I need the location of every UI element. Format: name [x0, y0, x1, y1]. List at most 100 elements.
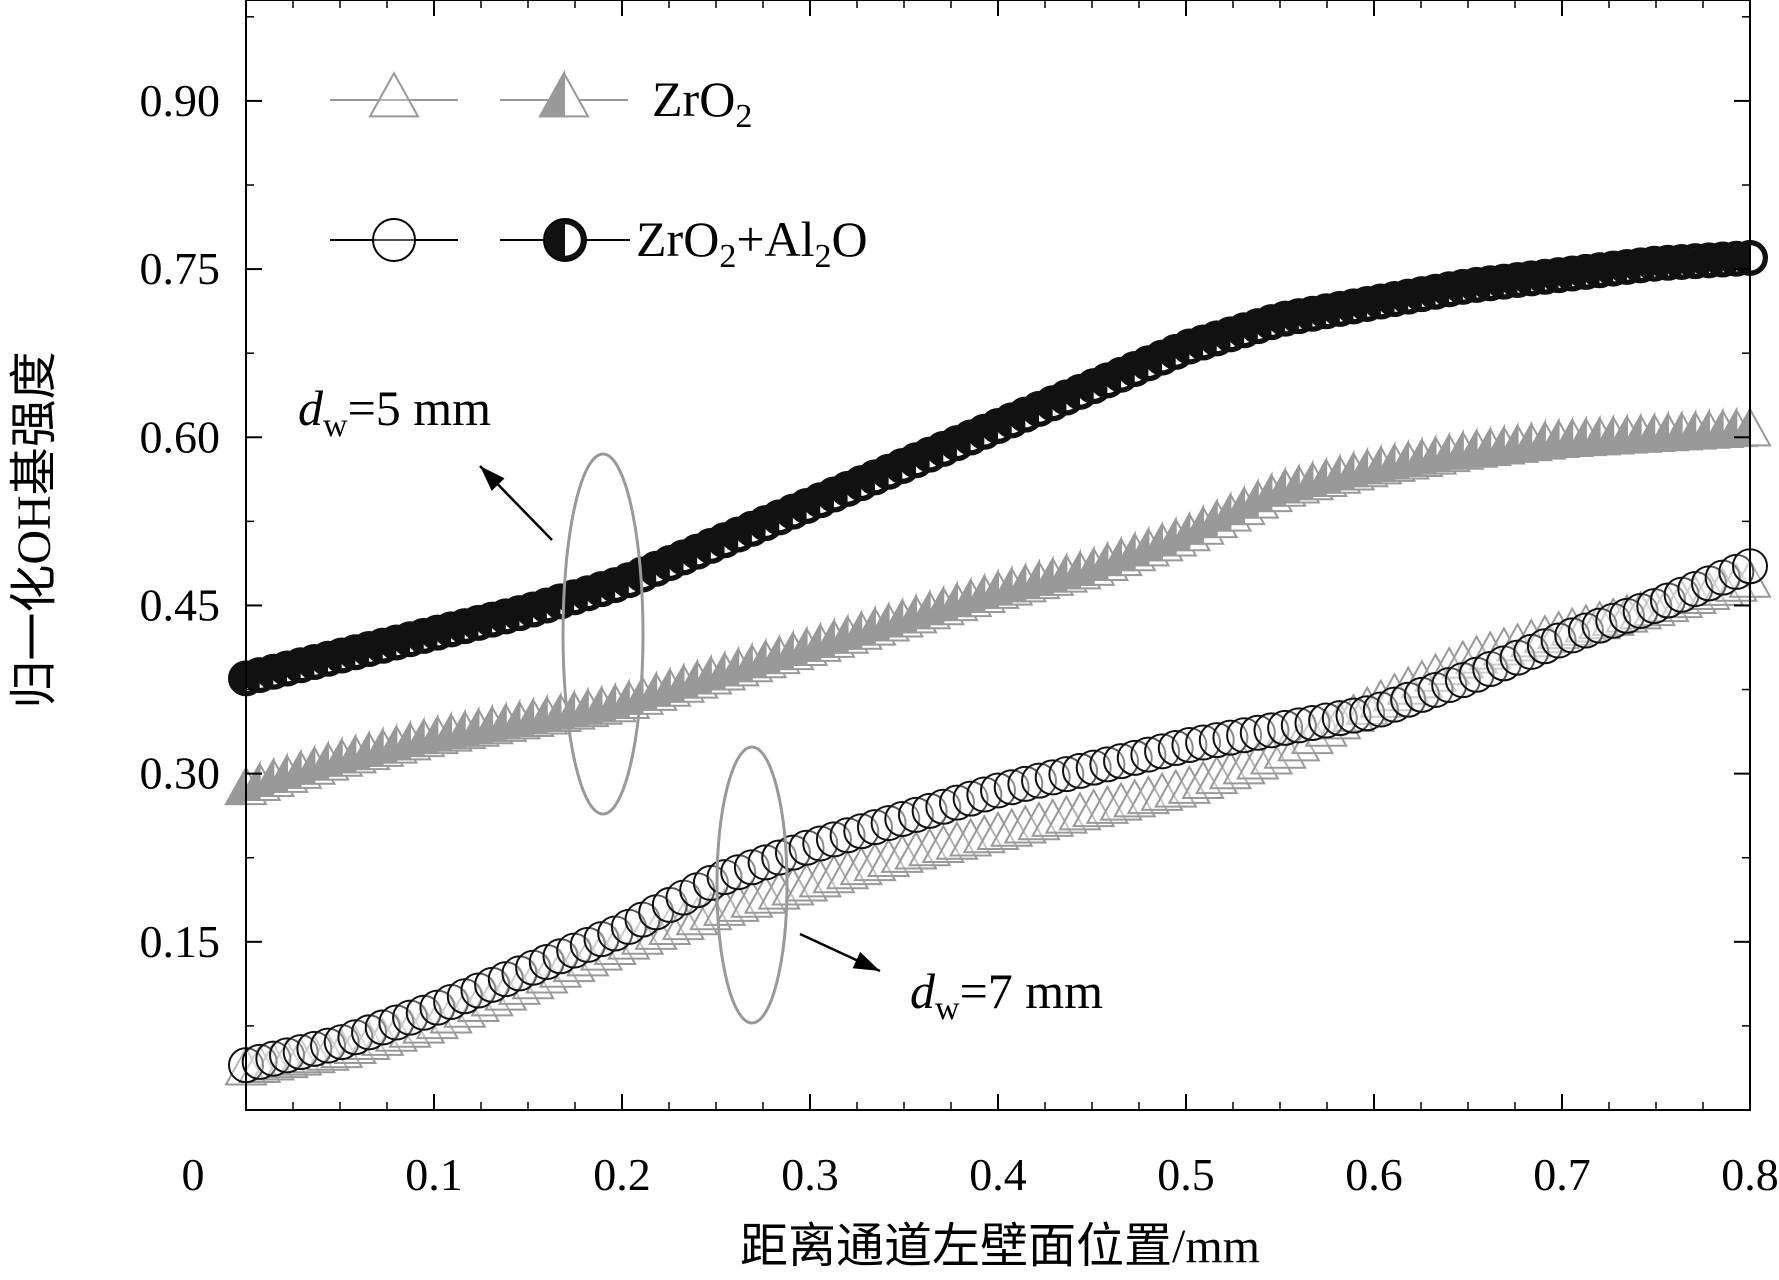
legend-label-zro2-al2o-part: 2 — [815, 238, 832, 275]
triangle-marker — [1085, 784, 1130, 824]
triangle-marker-fill — [1277, 462, 1300, 504]
circle-marker — [1171, 726, 1208, 763]
x-tick-label: 0 — [182, 1149, 205, 1200]
triangle-marker-fill — [525, 693, 548, 735]
circle-marker — [952, 780, 989, 817]
circle-marker — [1431, 667, 1468, 704]
triangle-marker-fill — [1495, 421, 1519, 463]
triangle-marker — [1030, 797, 1075, 837]
triangle-marker-fill — [948, 576, 972, 618]
arrow-dw5-head — [480, 466, 505, 491]
circle-marker — [938, 784, 975, 821]
circle-marker — [1144, 733, 1181, 770]
triangle-marker-fill — [1454, 426, 1478, 468]
y-tick-label: 0.60 — [140, 411, 221, 462]
triangle-marker-fill — [1591, 413, 1615, 455]
triangle-marker-fill — [1605, 412, 1628, 454]
triangle-marker-fill — [429, 710, 453, 752]
triangle-marker — [1140, 771, 1184, 811]
annotation-dw5-part: w — [323, 407, 348, 444]
triangle-marker-fill — [1318, 452, 1341, 494]
triangle-marker — [976, 810, 1020, 850]
circle-marker — [351, 1014, 388, 1051]
triangle-marker-fill — [1017, 558, 1041, 600]
triangle-marker-fill — [1304, 456, 1328, 498]
circle-marker — [1349, 695, 1386, 732]
circle-marker — [405, 994, 442, 1031]
triangle-marker-fill — [1536, 417, 1560, 458]
triangle-marker-fill — [1359, 443, 1382, 485]
circle-marker — [1034, 759, 1071, 796]
circle-marker — [241, 1043, 278, 1080]
triangle-marker-fill — [907, 588, 931, 630]
triangle-marker — [894, 830, 938, 870]
triangle-marker — [1126, 775, 1171, 815]
ellipse-layer — [561, 452, 789, 1025]
y-tick-label: 0.45 — [140, 579, 221, 630]
x-tick-label: 0.7 — [1533, 1149, 1591, 1200]
group-ellipse-7mm — [715, 745, 789, 1025]
circle-marker — [1308, 702, 1345, 739]
triangle-marker-fill — [402, 716, 425, 758]
y-tick-label: 0.75 — [140, 243, 221, 294]
circle-marker — [1075, 749, 1112, 786]
triangle-marker-fill — [1372, 441, 1396, 482]
circle-marker — [843, 813, 880, 850]
triangle-marker-fill — [661, 661, 685, 703]
triangle-marker-fill — [306, 739, 330, 781]
triangle-marker — [907, 827, 952, 867]
triangle-marker-fill — [894, 592, 917, 634]
annotation-dw5-part: d — [298, 380, 324, 436]
triangle-marker — [1072, 788, 1116, 828]
triangle-marker-fill — [374, 722, 398, 764]
circle-marker — [993, 769, 1030, 806]
annotation-dw7-part: d — [910, 963, 936, 1019]
circle-marker — [925, 788, 962, 825]
triangle-marker — [962, 814, 1007, 854]
x-tick-label: 0.4 — [969, 1149, 1027, 1200]
circle-marker — [1130, 736, 1167, 773]
circle-marker — [1403, 676, 1440, 713]
legend-open-circle-icon — [372, 218, 416, 262]
triangle-marker-fill — [1509, 420, 1533, 462]
triangle-marker-fill — [579, 683, 603, 725]
circle-marker — [747, 844, 784, 881]
arrow-dw7 — [799, 932, 881, 973]
circle-marker — [1157, 730, 1194, 767]
triangle-marker-fill — [921, 584, 945, 626]
triangle-marker-fill — [443, 708, 466, 750]
triangle-marker-fill — [511, 696, 535, 737]
x-tick-label: 0.8 — [1721, 1149, 1779, 1200]
triangle-marker-fill — [347, 729, 371, 771]
triangle-marker-fill — [716, 645, 740, 687]
triangle-marker-fill — [607, 678, 630, 720]
circle-marker — [269, 1037, 306, 1074]
triangle-marker-fill — [1427, 431, 1451, 473]
triangle-marker-fill — [1659, 409, 1683, 451]
circle-marker — [1226, 717, 1263, 754]
x-tick-label: 0.5 — [1157, 1149, 1215, 1200]
triangle-marker-fill — [292, 743, 316, 785]
circle-marker — [337, 1019, 374, 1056]
triangle-marker-fill — [1632, 411, 1656, 453]
triangle-marker — [1003, 804, 1048, 844]
circle-marker — [310, 1027, 347, 1064]
legend-half-triangle-icon-fill — [538, 69, 565, 118]
triangle-marker-fill — [675, 657, 699, 699]
legend-label-zro2-part: ZrO — [652, 71, 735, 127]
triangle-marker — [866, 837, 911, 877]
triangle-marker-fill — [415, 713, 439, 755]
triangle-marker-fill — [853, 604, 876, 646]
triangle-marker — [1099, 781, 1143, 821]
x-axis-label: 距离通道左壁面位置/mm — [740, 1220, 1260, 1273]
triangle-marker-fill — [1714, 406, 1738, 448]
circle-marker — [1007, 765, 1044, 802]
legend-label-zro2-al2o-part: +Al — [736, 211, 814, 267]
circle-marker — [392, 999, 429, 1036]
triangle-marker-fill — [1482, 423, 1505, 465]
y-axis-label: 归一化OH基强度 — [8, 351, 61, 708]
triangle-marker-fill — [1646, 410, 1669, 452]
triangle-marker-fill — [1058, 548, 1082, 590]
circle-marker — [1540, 622, 1577, 659]
